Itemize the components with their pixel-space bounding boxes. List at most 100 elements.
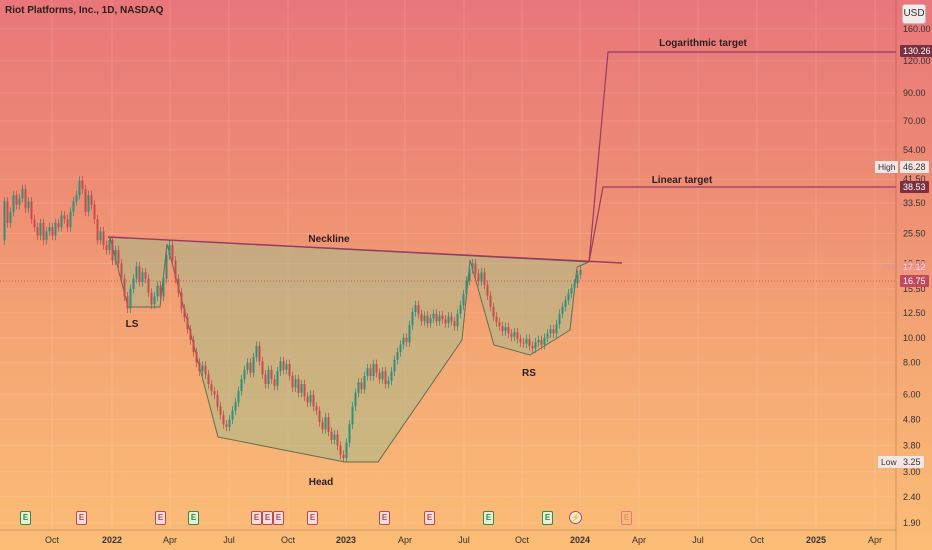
candle [237,391,240,403]
candle [546,333,549,338]
candle [387,380,390,385]
candle [150,292,153,305]
candle [108,240,111,250]
candle [363,375,366,390]
candle [264,374,267,385]
candle [72,201,75,212]
candle [369,368,372,376]
earnings-event-icon[interactable]: E [262,511,273,525]
candle [513,332,516,337]
candle [426,315,429,324]
earnings-event-icon[interactable]: E [155,511,166,525]
candle [90,195,93,205]
candle [384,371,387,385]
candle [501,326,504,332]
candle [45,231,48,241]
currency-button[interactable]: USD [902,4,926,24]
candle [213,391,216,395]
earnings-event-icon[interactable]: E [424,511,435,525]
candle [534,342,537,349]
candle [564,300,567,307]
earnings-event-icon[interactable]: E [251,511,262,525]
candle [99,231,102,241]
candle [330,431,333,440]
candle [459,305,462,314]
candle [354,392,357,407]
x-tick-label: 2022 [102,535,122,545]
candle [12,195,15,212]
candle [393,359,396,372]
candle [219,406,222,416]
left-shoulder-label: LS [126,319,139,330]
candle [84,189,87,212]
candle [24,189,27,209]
earnings-event-icon[interactable]: E [379,511,390,525]
y-tick-label: 54.00 [903,145,926,155]
candle [210,384,213,392]
linear-target-label: Linear target [652,175,713,186]
candle [183,308,186,318]
symbol-title[interactable]: Riot Platforms, Inc., 1D, NASDAQ [5,5,164,16]
candle [129,288,132,309]
y-tick-label: 15.50 [903,284,926,294]
dividend-event-icon[interactable]: E [542,511,553,525]
candle [39,223,42,236]
candle [159,285,162,297]
y-tick-label: 2.40 [903,492,921,502]
candle [561,306,564,314]
candle [342,454,345,458]
candle [399,344,402,353]
x-tick-label: Apr [868,535,882,545]
candle [465,280,468,295]
candle [396,352,399,360]
high-price-label: 46.28 [900,161,929,173]
earnings-event-icon[interactable]: E [307,511,318,525]
candle [447,316,450,324]
earnings-event-icon[interactable]: E [76,511,87,525]
candle [297,379,300,393]
candle [78,180,81,196]
candle [69,211,72,228]
x-tick-label: Oct [45,535,60,545]
candle [228,419,231,427]
candle [195,352,198,363]
candle [231,410,234,420]
candle [171,244,174,261]
candle [423,315,426,322]
candle [15,195,18,205]
candle [549,329,552,334]
candle [9,211,12,224]
candle [156,285,159,297]
y-tick-label: 6.00 [903,390,921,400]
future-earnings-event-icon[interactable]: E [621,511,632,525]
split-event-icon[interactable]: ⚡ [569,511,582,524]
earnings-event-icon[interactable]: E [273,511,284,525]
candle [519,338,522,343]
low-badge: Low [878,456,900,468]
candle [498,322,501,327]
candle [174,260,177,279]
x-tick-label: Apr [163,535,177,545]
candle [543,337,546,345]
candle [243,369,246,380]
candle [576,274,579,284]
candle [30,201,33,220]
y-tick-label: 120.00 [903,56,931,66]
candle [462,294,465,306]
candle [453,321,456,327]
neckline-label: Neckline [308,234,350,245]
candle [333,434,336,440]
dividend-event-icon[interactable]: E [20,511,31,525]
candle [411,312,414,326]
dividend-event-icon[interactable]: E [483,511,494,525]
candle [204,365,207,375]
log-target-price-label: 130.26 [900,45,932,57]
dividend-event-icon[interactable]: E [188,511,199,525]
candle [573,283,576,289]
candle [57,223,60,228]
candle [405,337,408,343]
linear-target-price-label: 38.53 [900,181,929,193]
candle [507,327,510,334]
